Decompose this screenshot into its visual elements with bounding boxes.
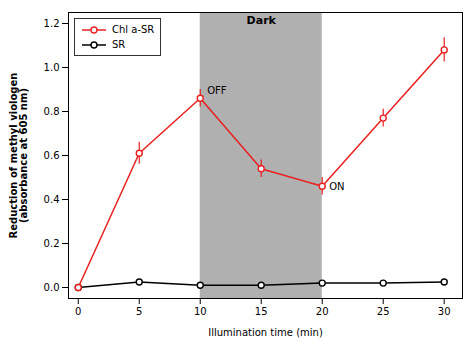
svg-text:10: 10 — [194, 306, 207, 317]
svg-text:15: 15 — [255, 306, 268, 317]
svg-text:20: 20 — [316, 306, 329, 317]
svg-text:0.2: 0.2 — [44, 238, 60, 249]
svg-text:0: 0 — [75, 306, 81, 317]
svg-text:0.4: 0.4 — [44, 194, 60, 205]
svg-text:ON: ON — [329, 181, 344, 192]
svg-text:1.2: 1.2 — [44, 18, 60, 29]
svg-text:Dark: Dark — [247, 14, 277, 27]
svg-text:Illumination time (min): Illumination time (min) — [208, 327, 323, 338]
html-text:SR: SR — [112, 39, 126, 50]
html-text:Chl a-SR: Chl a-SR — [112, 24, 155, 35]
svg-text:30: 30 — [438, 306, 451, 317]
svg-text:1.0: 1.0 — [44, 62, 60, 73]
svg-text:Reduction of methyl viologen(a: Reduction of methyl viologen(absorbance … — [8, 73, 29, 239]
svg-text:OFF: OFF — [207, 85, 227, 96]
svg-text:0.0: 0.0 — [44, 282, 60, 293]
svg-text:0.8: 0.8 — [44, 106, 60, 117]
svg-text:0.6: 0.6 — [44, 150, 60, 161]
svg-text:25: 25 — [377, 306, 390, 317]
svg-text:5: 5 — [136, 306, 142, 317]
